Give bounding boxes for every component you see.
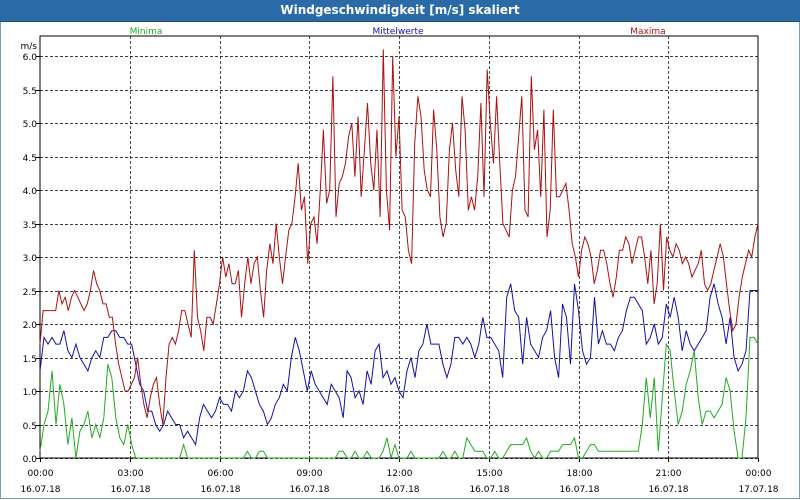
x-tick-date-label: 16.07.18 <box>110 485 150 495</box>
legend-entry-minima: Minima <box>130 27 163 37</box>
y-axis-label: m/s <box>21 42 38 52</box>
chart-grid <box>40 36 758 459</box>
legend-entry-mittelwerte: Mittelwerte <box>372 27 423 37</box>
y-tick-label: 0.5 <box>23 422 37 432</box>
y-tick-label: 5.0 <box>23 120 38 130</box>
x-tick-date-label: 16.07.18 <box>559 485 599 495</box>
y-tick-label: 3.0 <box>23 254 38 264</box>
x-tick-time-label: 15:00 <box>477 469 503 479</box>
x-tick-date-label: 16.07.18 <box>289 485 329 495</box>
window-title: Windgeschwindigkeit [m/s] skaliert <box>0 0 800 22</box>
plot-area <box>39 35 759 459</box>
y-tick-label: 2.0 <box>23 321 38 331</box>
x-tick-time-label: 00:00 <box>746 469 772 479</box>
y-tick-label: 3.5 <box>23 221 37 231</box>
legend-entry-maxima: Maxima <box>630 27 665 37</box>
x-tick-date-label: 16.07.18 <box>469 485 509 495</box>
series-line-mittelwerte <box>39 283 758 447</box>
y-tick-label: 4.5 <box>23 154 37 164</box>
y-tick-label: 1.0 <box>23 388 38 398</box>
y-tick-label: 6.0 <box>23 53 38 63</box>
x-tick-date-label: 16.07.18 <box>648 485 688 495</box>
x-tick-time-label: 12:00 <box>387 469 413 479</box>
x-tick-time-label: 00:00 <box>28 469 54 479</box>
chart-series <box>39 49 759 459</box>
series-line-maxima <box>39 49 759 425</box>
x-tick-date-label: 16.07.18 <box>200 485 240 495</box>
x-tick-date-label: 16.07.18 <box>379 485 419 495</box>
x-tick-time-label: 06:00 <box>208 469 234 479</box>
x-tick-date-label: 17.07.18 <box>738 485 778 495</box>
x-tick-time-label: 03:00 <box>118 469 144 479</box>
y-tick-label: 5.5 <box>23 87 37 97</box>
x-tick-time-label: 21:00 <box>656 469 682 479</box>
y-tick-label: 0.0 <box>23 455 38 465</box>
chart-legend: Minima Mittelwerte Maxima <box>130 27 666 37</box>
x-tick-time-label: 09:00 <box>297 469 323 479</box>
series-line-minima <box>39 336 759 459</box>
y-tick-label: 2.5 <box>23 288 37 298</box>
x-tick-date-label: 16.07.18 <box>20 485 60 495</box>
x-tick-time-label: 18:00 <box>567 469 593 479</box>
y-tick-label: 1.5 <box>23 355 37 365</box>
y-tick-label: 4.0 <box>23 187 38 197</box>
